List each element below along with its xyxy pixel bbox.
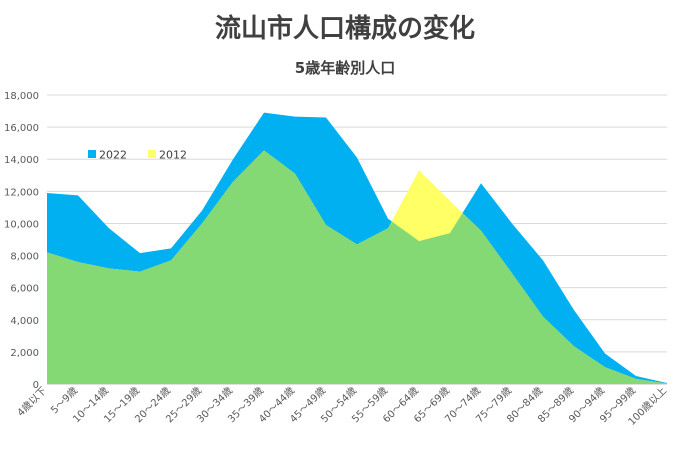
y-tick-label: 18,000 xyxy=(4,91,39,102)
x-tick-label: 5～9歳 xyxy=(48,385,80,417)
y-tick-label: 0 xyxy=(33,380,39,391)
chart-title: 流山市人口構成の変化 xyxy=(214,14,475,44)
y-tick-label: 16,000 xyxy=(4,123,39,134)
y-tick-label: 8,000 xyxy=(10,252,39,263)
overlap-area xyxy=(47,150,667,384)
y-tick-label: 14,000 xyxy=(4,155,39,166)
y-tick-label: 12,000 xyxy=(4,187,39,198)
legend-label-2022: 2022 xyxy=(99,149,127,162)
y-tick-label: 6,000 xyxy=(10,284,39,295)
y-tick-label: 2,000 xyxy=(10,348,39,359)
y-tick-label: 10,000 xyxy=(4,219,39,230)
y-tick-label: 4,000 xyxy=(10,316,39,327)
legend-label-2012: 2012 xyxy=(159,149,187,162)
legend-swatch-2022 xyxy=(88,150,96,158)
chart-subtitle: 5歳年齢別人口 xyxy=(294,59,396,77)
legend-swatch-2012 xyxy=(148,150,156,158)
